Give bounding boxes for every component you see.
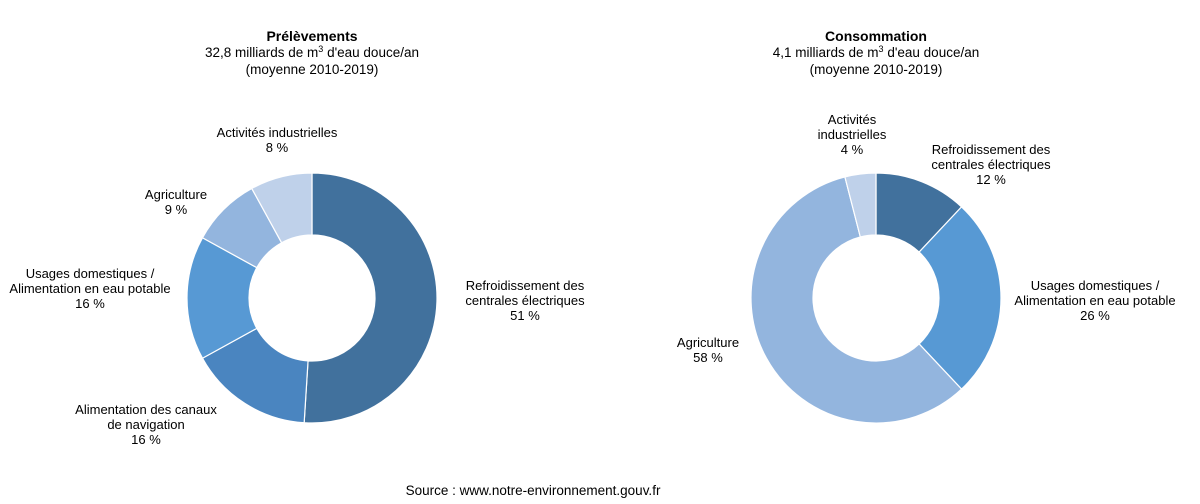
chart2-slice-4 xyxy=(844,172,877,238)
chart1-subtitle: 32,8 milliards de m3 d'eau douce/an xyxy=(205,44,419,60)
chart2-slice-4-label: Activités industrielles 4 % xyxy=(818,112,887,157)
chart2-slice-1-label: Refroidissement des centrales électriques… xyxy=(931,142,1051,187)
chart1-slice-2-label: Alimentation des canaux de navigation 16 % xyxy=(75,402,217,447)
chart2-subtitle2: (moyenne 2010-2019) xyxy=(810,62,943,77)
chart1-title: Prélèvements xyxy=(266,28,357,44)
chart1-slice-4-label: Agriculture 9 % xyxy=(145,187,207,217)
chart2-title: Consommation xyxy=(825,28,927,44)
chart2-slice-2 xyxy=(918,206,1002,390)
chart1-slice-1 xyxy=(303,172,438,424)
chart1-subtitle2: (moyenne 2010-2019) xyxy=(246,62,379,77)
chart2-slice-3 xyxy=(750,176,963,424)
chart1-slice-1-label: Refroidissement des centrales électriques… xyxy=(465,278,585,323)
chart1-slice-5-label: Activités industrielles 8 % xyxy=(217,125,338,155)
chart2-slice-2-label: Usages domestiques / Alimentation en eau … xyxy=(1014,278,1175,323)
source-note: Source : www.notre-environnement.gouv.fr xyxy=(406,483,661,498)
chart1-slice-3-label: Usages domestiques / Alimentation en eau … xyxy=(9,266,170,311)
chart2-slice-3-label: Agriculture 58 % xyxy=(677,335,739,365)
chart1-slice-5 xyxy=(250,172,313,244)
chart2-subtitle: 4,1 milliards de m3 d'eau douce/an xyxy=(773,44,979,60)
